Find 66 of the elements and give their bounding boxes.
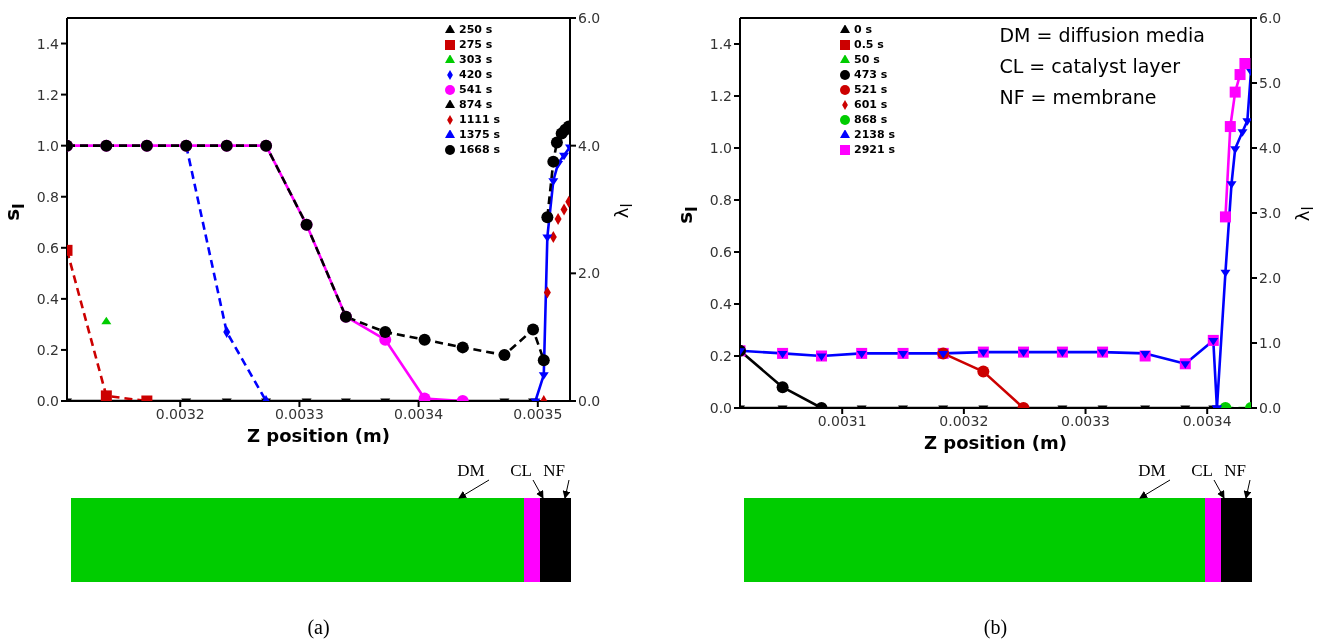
legend-label: 473 s [854,68,888,81]
x-tick-label: 0.0034 [1182,412,1232,429]
x-axis-title: Z position (m) [923,432,1068,453]
text: (b) [983,616,1008,639]
annotation: DM = diffusion media [999,23,1205,48]
text: NF [1224,461,1246,480]
y2-tick-label: 6.0 [1259,9,1282,26]
x-tick-label: 0.0035 [513,405,563,422]
y-tick-label: 0.2 [36,341,59,358]
legend-label: 0 s [854,23,873,36]
y-tick-label: 0.0 [709,399,732,416]
legend-label: 1111 s [459,113,500,126]
legend-label: 2921 s [854,143,895,156]
legend-label: 303 s [459,53,493,66]
y-tick-label: 0.8 [36,188,59,205]
y2-tick-label: 2.0 [1259,269,1282,286]
y-tick-label: 0.0 [36,392,59,409]
text: NF [543,461,565,480]
x-tick-label: 0.0032 [155,405,205,422]
legend-label: 1375 s [459,128,500,141]
y2-tick-label: 0.0 [578,392,601,409]
text: CL [510,461,532,480]
legend-label: 0.5 s [854,38,884,51]
legend-label: 601 s [854,98,888,111]
y2-tick-label: 3.0 [1259,204,1282,221]
legend-label: 250 s [459,23,493,36]
text: (a) [307,616,330,639]
legend-label: 521 s [854,83,888,96]
x-tick-label: 0.0032 [939,412,989,429]
legend-label: 275 s [459,38,493,51]
legend-label: 868 s [854,113,888,126]
text: DM [1138,461,1166,480]
y-tick-label: 1.0 [36,137,59,154]
legend-label: 420 s [459,68,493,81]
x-tick-label: 0.0034 [394,405,444,422]
y-tick-label: 0.8 [709,191,732,208]
text: CL [1191,461,1213,480]
x-tick-label: 0.0031 [817,412,867,429]
annotation: CL = catalyst layer [999,54,1182,79]
y2-tick-label: 5.0 [1259,74,1282,91]
legend-label: 2138 s [854,128,895,141]
legend-label: 874 s [459,98,493,111]
y2-tick-label: 4.0 [578,137,601,154]
legend-label: 50 s [854,53,880,66]
y2-tick-label: 2.0 [578,265,601,282]
y-tick-label: 1.2 [36,86,59,103]
y2-tick-label: 6.0 [578,9,601,26]
y2-tick-label: 0.0 [1259,399,1282,416]
y-tick-label: 1.2 [709,87,732,104]
x-axis-title: Z position (m) [246,425,391,446]
x-tick-label: 0.0033 [274,405,324,422]
y-tick-label: 0.6 [36,239,60,256]
text: DM [457,461,485,480]
annotation: NF = membrane [999,85,1158,110]
legend-label: 541 s [459,83,493,96]
y-tick-label: 1.4 [709,35,733,52]
y2-tick-label: 4.0 [1259,139,1282,156]
y-tick-label: 1.0 [709,139,732,156]
y-tick-label: 0.4 [36,290,60,307]
legend-label: 1668 s [459,143,500,156]
y2-tick-label: 1.0 [1259,334,1282,351]
y-tick-label: 0.6 [709,243,733,260]
y-tick-label: 1.4 [36,35,60,52]
x-tick-label: 0.0033 [1061,412,1111,429]
y-tick-label: 0.4 [709,295,733,312]
y-tick-label: 0.2 [709,347,732,364]
